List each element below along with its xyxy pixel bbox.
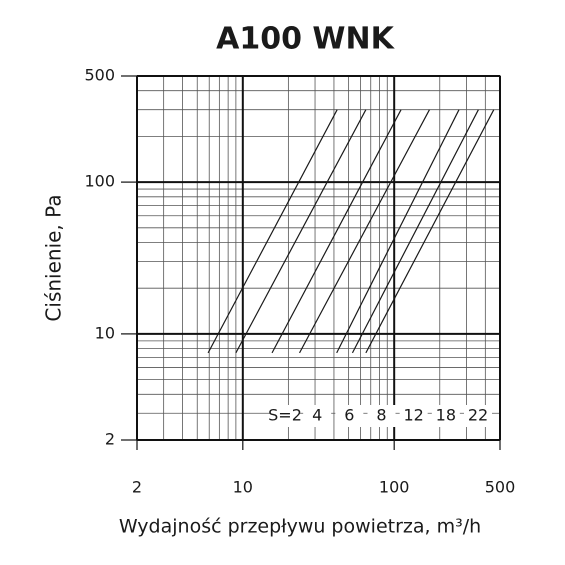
series-line — [271, 109, 402, 354]
x-tick-label: 10 — [233, 478, 253, 497]
y-tick-label: 2 — [105, 430, 115, 449]
label-bg — [367, 405, 396, 427]
series-label: 4 — [312, 406, 322, 425]
series-line — [299, 109, 430, 354]
x-tick-label: 2 — [132, 478, 142, 497]
series-label: S=2 — [268, 406, 302, 425]
series-label: 22 — [468, 406, 488, 425]
chart-title: A100 WNK — [216, 22, 395, 57]
plot-frame — [136, 75, 501, 441]
x-tick-label: 100 — [379, 478, 410, 497]
series-label: 8 — [376, 406, 386, 425]
series-line — [207, 109, 338, 354]
series-line — [336, 109, 460, 354]
label-bg — [271, 405, 299, 427]
y-tick-label: 10 — [95, 323, 115, 342]
label-bg — [335, 405, 364, 427]
series-label: 12 — [403, 406, 423, 425]
x-tick-label: 500 — [485, 478, 516, 497]
label-bg — [303, 405, 332, 427]
series-label: 18 — [436, 406, 456, 425]
y-tick-label: 500 — [84, 66, 115, 85]
x-axis-title: Wydajność przepływu powietrza, m³/h — [119, 516, 481, 538]
series-line — [235, 109, 367, 354]
label-bg — [399, 405, 428, 427]
series-line — [365, 109, 495, 354]
series-label: 6 — [344, 406, 354, 425]
series-line — [351, 109, 479, 354]
label-bg — [431, 405, 460, 427]
y-axis-title: Ciśnienie, Pa — [42, 194, 66, 321]
y-tick-label: 100 — [84, 172, 115, 191]
label-bg — [464, 405, 492, 427]
